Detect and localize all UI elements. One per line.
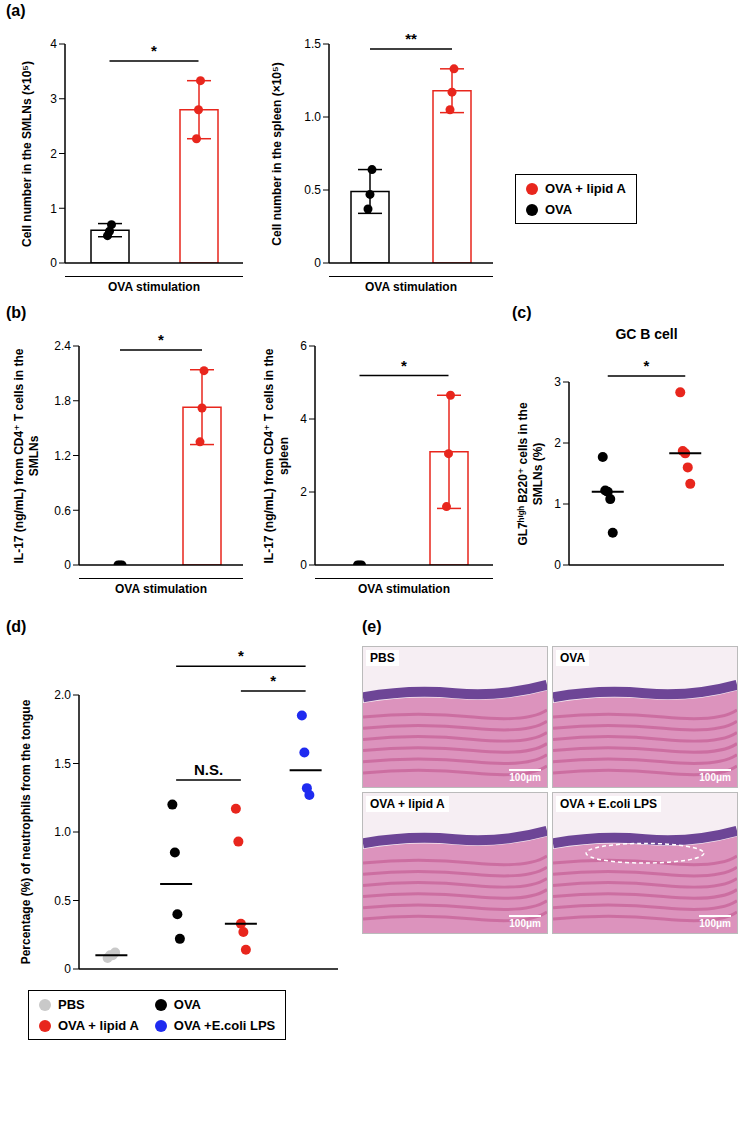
svg-text:1.8: 1.8 [54, 394, 71, 408]
svg-text:4: 4 [50, 37, 57, 51]
html-text:GC B cell: GC B cell [615, 326, 678, 342]
html-text:PBS: PBS [58, 997, 85, 1012]
svg-text:*: * [151, 42, 157, 59]
svg-text:1.0: 1.0 [54, 825, 71, 839]
svg-text:2.4: 2.4 [54, 339, 71, 353]
html-text:IL-17 (ng/mL) from CD4⁺ T cell: IL-17 (ng/mL) from CD4⁺ T cells in the s… [261, 348, 290, 563]
html-text:PBS: PBS [370, 651, 395, 665]
svg-text:0: 0 [300, 558, 307, 572]
html-text:(b): (b) [6, 304, 27, 321]
html-text:100μm: 100μm [699, 918, 731, 929]
svg-text:0.5: 0.5 [304, 183, 321, 197]
svg-text:3: 3 [554, 375, 561, 389]
svg-text:3: 3 [50, 92, 57, 106]
html-text:Cell number in the SMLNs (×10⁵: Cell number in the SMLNs (×10⁵) [18, 60, 33, 247]
svg-text:0: 0 [50, 256, 57, 270]
svg-text:1.5: 1.5 [304, 37, 321, 51]
html-text:OVA: OVA [545, 202, 573, 217]
svg-text:6: 6 [300, 339, 307, 353]
html-text:OVA: OVA [173, 997, 201, 1012]
html-text:100μm: 100μm [509, 772, 541, 783]
svg-text:4: 4 [300, 412, 307, 426]
svg-text:1: 1 [50, 202, 57, 216]
svg-text:*: * [270, 672, 276, 689]
svg-text:1.2: 1.2 [54, 449, 71, 463]
html-text:100μm: 100μm [699, 772, 731, 783]
html-text:IL-17 (ng/mL) from CD4⁺ T cell: IL-17 (ng/mL) from CD4⁺ T cells in the S… [11, 348, 40, 563]
html-text:Cell number in the spleen (×10: Cell number in the spleen (×10⁵) [268, 61, 283, 246]
html-text:OVA stimulation: OVA stimulation [365, 280, 457, 294]
svg-text:**: ** [405, 30, 417, 47]
html-text:OVA + lipid A: OVA + lipid A [58, 1018, 139, 1033]
svg-text:0.6: 0.6 [54, 504, 71, 518]
html-text:(c): (c) [512, 304, 532, 321]
svg-text:0: 0 [314, 256, 321, 270]
svg-text:0: 0 [64, 558, 71, 572]
svg-text:2.0: 2.0 [54, 688, 71, 702]
svg-text:2: 2 [300, 485, 307, 499]
html-text:OVA stimulation: OVA stimulation [108, 280, 200, 294]
svg-text:*: * [644, 357, 650, 374]
html-text:(a): (a) [6, 2, 26, 19]
html-text:GL7ʰⁱᵍʰ B220⁺ cells in the SML: GL7ʰⁱᵍʰ B220⁺ cells in the SMLNs (%) [515, 401, 544, 546]
svg-text:*: * [401, 357, 407, 374]
html-text:Percentage (%) of neutrophils: Percentage (%) of neutrophils from the t… [18, 699, 33, 965]
html-text:OVA + lipid A: OVA + lipid A [370, 797, 445, 811]
html-text:OVA stimulation: OVA stimulation [115, 582, 207, 596]
html-text:OVA stimulation: OVA stimulation [358, 582, 450, 596]
svg-text:0: 0 [64, 962, 71, 976]
svg-text:2: 2 [50, 147, 57, 161]
svg-text:1.0: 1.0 [304, 110, 321, 124]
html-text:OVA + lipid A: OVA + lipid A [545, 181, 626, 196]
html-text:OVA +E.coli LPS: OVA +E.coli LPS [173, 1018, 276, 1033]
svg-text:*: * [158, 331, 164, 348]
html-text:100μm: 100μm [509, 918, 541, 929]
html-text:(e): (e) [362, 618, 382, 635]
svg-text:2: 2 [554, 436, 561, 450]
svg-text:0: 0 [554, 558, 561, 572]
svg-text:1: 1 [554, 497, 561, 511]
html-text:OVA: OVA [560, 651, 586, 665]
svg-text:N.S.: N.S. [194, 761, 223, 778]
svg-text:*: * [238, 647, 244, 664]
html-text:OVA + E.coli LPS: OVA + E.coli LPS [560, 797, 657, 811]
html-text:(d): (d) [6, 618, 27, 635]
svg-text:0.5: 0.5 [54, 894, 71, 908]
svg-text:1.5: 1.5 [54, 757, 71, 771]
